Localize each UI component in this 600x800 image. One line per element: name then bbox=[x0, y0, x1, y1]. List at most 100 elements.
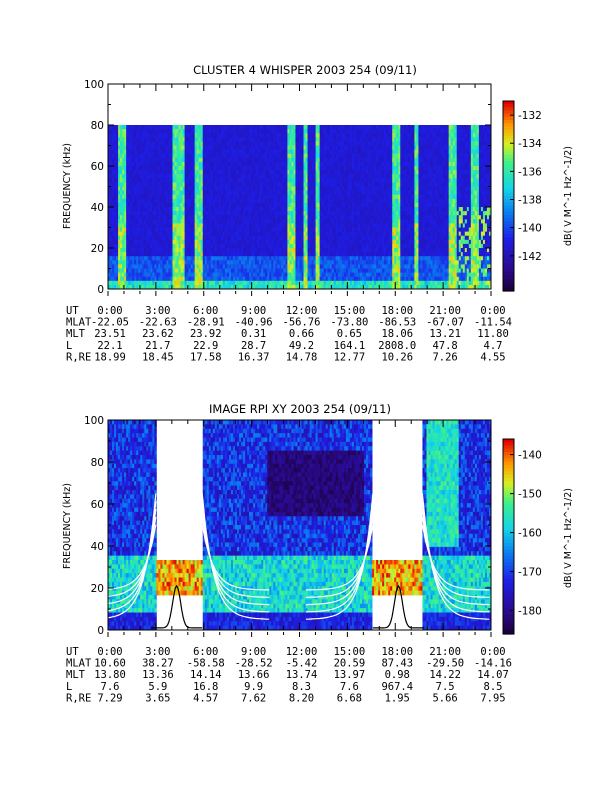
spectrogram-cell bbox=[166, 276, 169, 282]
spectrogram-cell bbox=[148, 153, 151, 159]
spectrogram-cell bbox=[114, 174, 117, 179]
spectrogram-cell bbox=[130, 198, 133, 204]
spectrogram-cell bbox=[166, 243, 169, 249]
spectrogram-cell bbox=[180, 141, 183, 146]
spectrogram-cell bbox=[116, 243, 119, 249]
spectrogram-cell bbox=[130, 280, 133, 286]
spectrogram-cell bbox=[122, 227, 125, 232]
spectrogram-cell bbox=[126, 125, 129, 130]
spectrogram-cell bbox=[130, 129, 133, 134]
spectrogram-cell bbox=[182, 260, 185, 265]
spectrogram-cell bbox=[174, 198, 177, 204]
spectrogram-cell bbox=[132, 129, 135, 134]
spectrogram-cell bbox=[168, 211, 171, 216]
spectrogram-cell bbox=[120, 280, 123, 286]
spectrogram-cell bbox=[180, 264, 183, 269]
spectrogram-cell bbox=[150, 166, 153, 171]
spectrogram-cell bbox=[178, 133, 181, 138]
spectrogram-cell bbox=[156, 260, 159, 265]
spectrogram-cell bbox=[152, 231, 155, 237]
spectrogram-cell bbox=[128, 194, 131, 200]
spectrogram-cell bbox=[162, 202, 165, 208]
spectrogram-cell bbox=[186, 170, 190, 175]
spectrogram-cell bbox=[142, 256, 145, 261]
spectrogram-cell bbox=[146, 149, 149, 155]
spectrogram-cell bbox=[124, 248, 127, 253]
spectrogram-cell bbox=[114, 141, 117, 146]
spectrogram-cell bbox=[172, 272, 175, 278]
spectrogram-cell bbox=[182, 268, 185, 273]
spectrogram-cell bbox=[172, 248, 175, 253]
spectrogram-cell bbox=[168, 186, 171, 191]
spectrogram-cell bbox=[168, 227, 171, 232]
spectrogram-cell bbox=[158, 161, 161, 167]
spectrogram-cell bbox=[148, 211, 151, 216]
spectrogram-cell bbox=[114, 231, 117, 237]
spectrogram-cell bbox=[136, 186, 139, 191]
spectrogram-cell bbox=[134, 149, 137, 155]
spectrogram-cell bbox=[164, 239, 167, 245]
spectrogram-cell bbox=[150, 235, 153, 241]
spectrogram-cell bbox=[180, 276, 183, 282]
spectrogram-cell bbox=[116, 149, 119, 155]
spectrogram-cell bbox=[160, 260, 163, 265]
spectrogram-cell bbox=[154, 161, 157, 167]
spectrogram-cell bbox=[188, 284, 192, 290]
spectrogram-cell bbox=[130, 260, 133, 265]
spectrogram-cell bbox=[124, 145, 127, 150]
spectrogram-cell bbox=[188, 161, 192, 167]
spectrogram-cell bbox=[146, 125, 149, 130]
spectrogram-cell bbox=[184, 202, 188, 208]
spectrogram-cell bbox=[108, 198, 111, 204]
spectrogram-cell bbox=[182, 239, 185, 245]
spectrogram-cell bbox=[136, 157, 139, 163]
spectrogram-cell bbox=[152, 252, 155, 257]
spectrogram-cell bbox=[158, 280, 161, 286]
spectrogram-cell bbox=[120, 235, 123, 241]
spectrogram-cell bbox=[108, 174, 111, 179]
spectrogram-cell bbox=[184, 170, 188, 175]
spectrogram-cell bbox=[182, 194, 185, 200]
spectrogram-cell bbox=[172, 207, 175, 212]
spectrogram-cell bbox=[142, 252, 145, 257]
spectrogram-cell bbox=[158, 149, 161, 155]
spectrogram-cell bbox=[180, 174, 183, 179]
spectrogram-cell bbox=[174, 133, 177, 138]
spectrogram-cell bbox=[124, 157, 127, 163]
spectrogram-cell bbox=[138, 137, 141, 142]
spectrogram-cell bbox=[176, 161, 179, 167]
spectrogram-cell bbox=[188, 268, 192, 273]
spectrogram-cell bbox=[128, 145, 131, 150]
spectrogram-cell bbox=[176, 207, 179, 212]
spectrogram-cell bbox=[150, 141, 153, 146]
spectrogram-cell bbox=[130, 227, 133, 232]
spectrogram-cell bbox=[122, 194, 125, 200]
spectrogram-cell bbox=[144, 190, 147, 196]
spectrogram-cell bbox=[170, 198, 173, 204]
spectrogram-cell bbox=[152, 153, 155, 159]
spectrogram-cell bbox=[190, 243, 194, 249]
spectrogram-cell bbox=[152, 161, 155, 167]
spectrogram-cell bbox=[136, 129, 139, 134]
spectrogram-cell bbox=[154, 219, 157, 224]
spectrogram-cell bbox=[150, 215, 153, 220]
spectrogram-cell bbox=[138, 280, 141, 286]
spectrogram-cell bbox=[166, 248, 169, 253]
spectrogram-cell bbox=[176, 276, 179, 282]
spectrogram-cell bbox=[132, 231, 135, 237]
spectrogram-cell bbox=[132, 149, 135, 155]
spectrogram-cell bbox=[108, 207, 111, 212]
spectrogram-cell bbox=[162, 186, 165, 191]
spectrogram-cell bbox=[110, 215, 113, 220]
spectrogram-cell bbox=[142, 174, 145, 179]
spectrogram-cell bbox=[184, 178, 188, 183]
spectrogram-cell bbox=[166, 174, 169, 179]
spectrogram-cell bbox=[108, 194, 111, 200]
spectrogram-cell bbox=[166, 215, 169, 220]
spectrogram-cell bbox=[180, 243, 183, 249]
spectrogram-cell bbox=[108, 227, 111, 232]
spectrogram-cell bbox=[190, 161, 194, 167]
spectrogram-cell bbox=[144, 207, 147, 212]
spectrogram-cell bbox=[170, 186, 173, 191]
spectrogram-cell bbox=[124, 260, 127, 265]
